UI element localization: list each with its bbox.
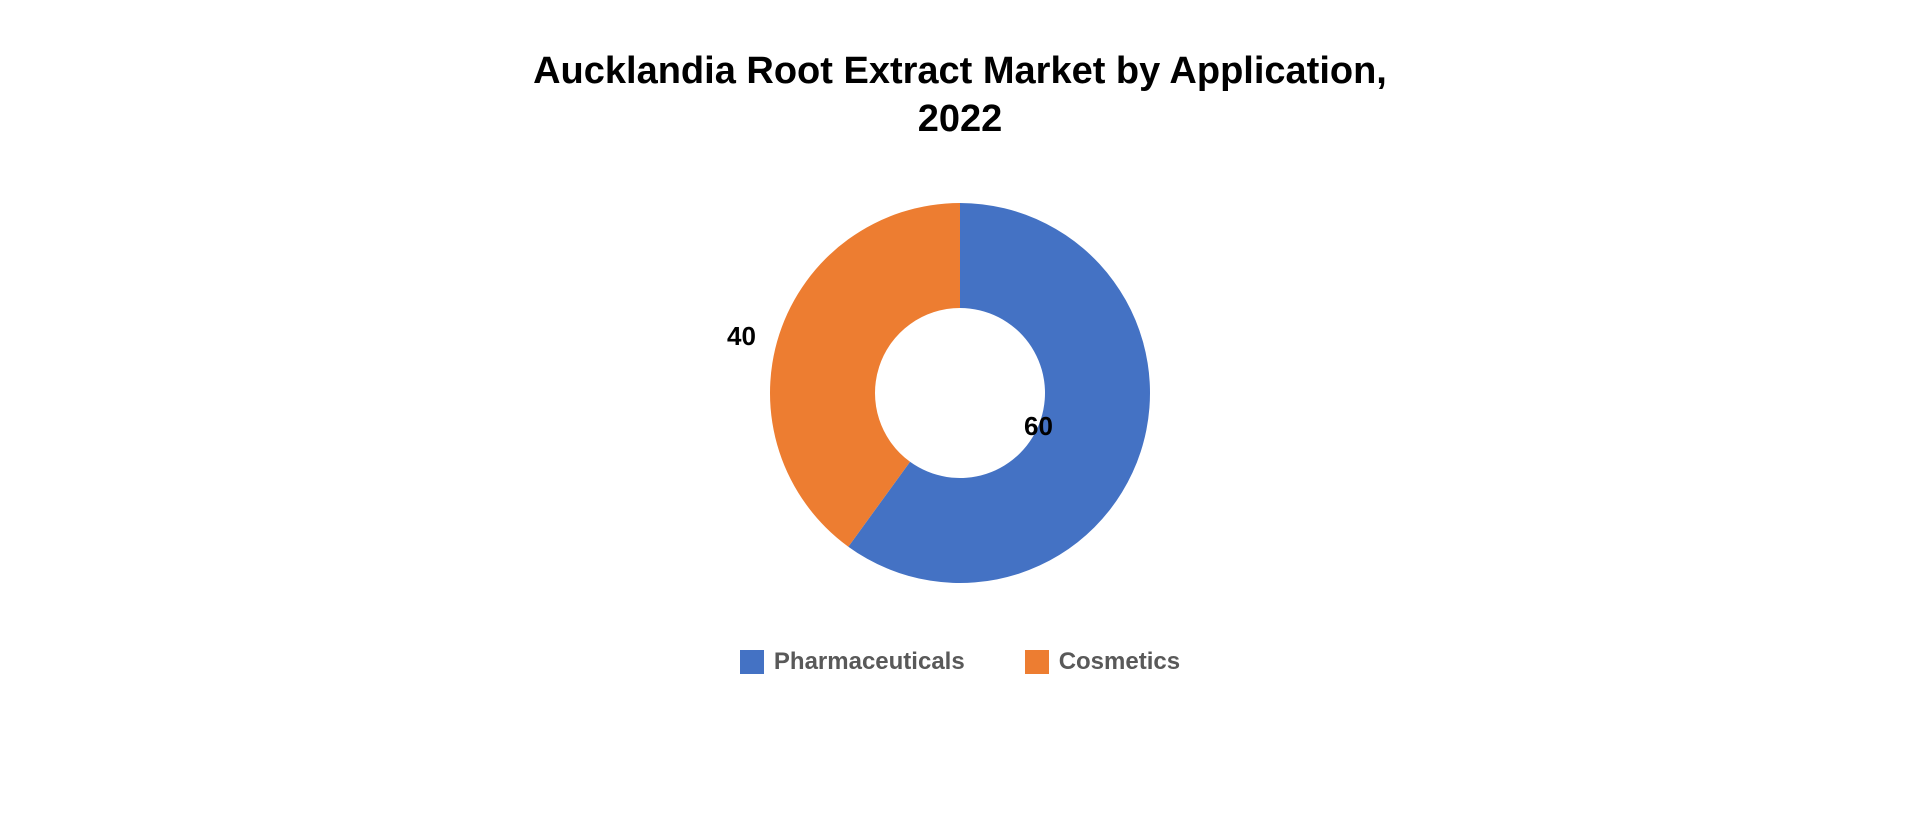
chart-title: Aucklandia Root Extract Market by Applic… <box>533 48 1387 143</box>
legend-label-pharmaceuticals: Pharmaceuticals <box>774 648 965 676</box>
legend-swatch-cosmetics <box>1025 650 1049 674</box>
legend-swatch-pharmaceuticals <box>740 650 764 674</box>
legend-item-pharmaceuticals: Pharmaceuticals <box>740 648 965 676</box>
title-line-2: 2022 <box>918 98 1003 140</box>
chart-container: Aucklandia Root Extract Market by Applic… <box>0 0 1920 818</box>
legend: Pharmaceuticals Cosmetics <box>740 648 1180 676</box>
donut-svg: 6040 <box>750 183 1170 603</box>
slice-value-label: 60 <box>1024 411 1053 441</box>
title-line-1: Aucklandia Root Extract Market by Applic… <box>533 50 1387 92</box>
slice-value-label: 40 <box>727 321 756 351</box>
legend-label-cosmetics: Cosmetics <box>1059 648 1180 676</box>
donut-chart: 6040 <box>750 183 1170 608</box>
legend-item-cosmetics: Cosmetics <box>1025 648 1180 676</box>
